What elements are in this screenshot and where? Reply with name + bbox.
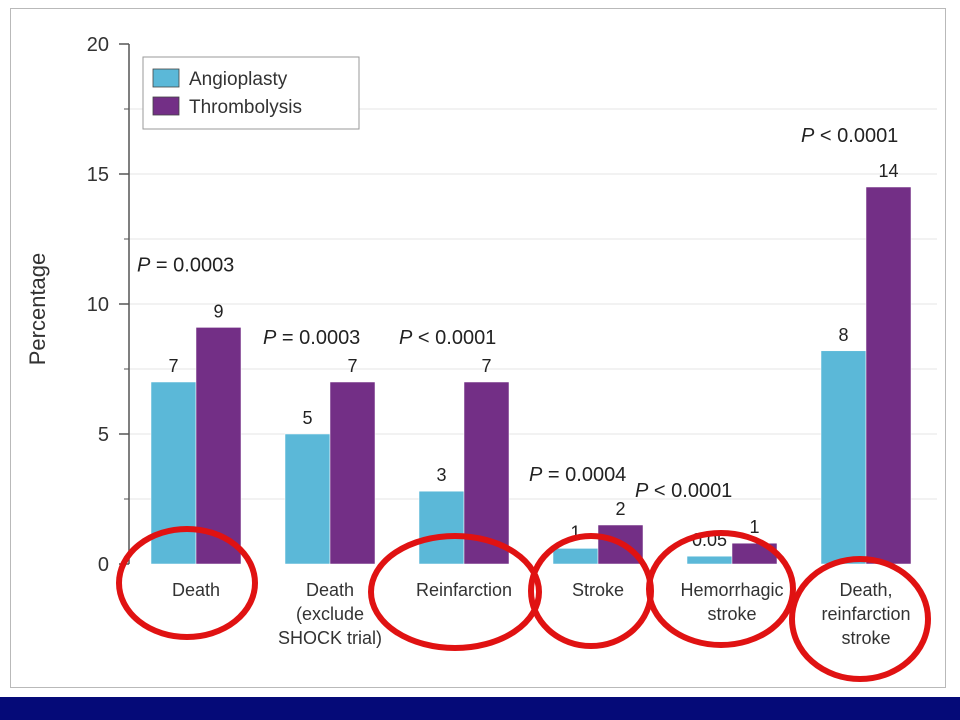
legend-label-thrombolysis: Thrombolysis <box>189 97 302 118</box>
category-label: Hemorrhagic <box>680 580 783 600</box>
y-tick-label: 20 <box>87 34 109 56</box>
legend: Angioplasty Thrombolysis <box>142 56 360 130</box>
highlight-circle <box>116 526 258 640</box>
data-labels: 7 9 P = 0.0003 5 7 P = 0.0003 3 7 P < 0.0001 1 2 P … <box>137 125 899 550</box>
category-label: (exclude <box>296 604 364 624</box>
category-label: Reinfarction <box>416 580 512 600</box>
bar-value-label: 9 <box>213 301 223 321</box>
bar-angioplasty-1 <box>284 433 331 565</box>
highlight-circle <box>646 530 796 648</box>
p-value-label: P < 0.0001 <box>399 327 496 349</box>
y-axis-label: Percentage <box>25 253 50 366</box>
bar-value-label: 7 <box>347 356 357 376</box>
category-label: Stroke <box>572 580 624 600</box>
category-label: Death <box>172 580 220 600</box>
bars <box>150 186 912 565</box>
category-label: reinfarction <box>821 604 910 624</box>
category-label: stroke <box>841 628 890 648</box>
bar-thrombolysis-1 <box>329 381 376 565</box>
bar-value-label: 1 <box>570 522 580 542</box>
highlight-circle <box>368 533 542 651</box>
bottom-bar <box>0 697 960 720</box>
p-value-label: P = 0.0003 <box>263 327 360 349</box>
bar-angioplasty-4 <box>686 555 733 565</box>
category-label: Death <box>306 580 354 600</box>
bar-value-label: 7 <box>168 356 178 376</box>
y-axis: 0 5 10 15 20 Percentage <box>25 34 130 576</box>
category-label: SHOCK trial) <box>278 628 382 648</box>
bar-angioplasty-5 <box>820 350 867 565</box>
y-tick-label: 15 <box>87 164 109 186</box>
legend-box <box>142 56 360 130</box>
bar-thrombolysis-2 <box>463 381 510 565</box>
bar-angioplasty-2 <box>418 490 465 565</box>
bar-value-label: 7 <box>481 356 491 376</box>
highlight-circle <box>789 556 931 682</box>
legend-label-angioplasty: Angioplasty <box>189 69 288 90</box>
slide-frame: 0 5 10 15 20 Percentage 7 9 P = 0.0003 5 7 P = 0.0… <box>10 8 946 688</box>
highlight-circles <box>116 526 931 682</box>
gridlines <box>129 108 937 500</box>
p-value-label: P = 0.0003 <box>137 254 234 276</box>
p-value-label: P = 0.0004 <box>529 464 626 486</box>
bar-value-label: 2 <box>615 499 625 519</box>
y-tick-label: 10 <box>87 294 109 316</box>
legend-swatch-thrombolysis <box>152 96 180 116</box>
bar-value-label: 14 <box>878 161 898 181</box>
bar-thrombolysis-5 <box>865 186 912 565</box>
category-label: stroke <box>707 604 756 624</box>
category-label: Death, <box>839 580 892 600</box>
category-labels: Death Death (exclude SHOCK trial) Reinfarcti… <box>172 580 911 648</box>
bar-value-label: 1 <box>749 517 759 537</box>
bar-value-label: 5 <box>302 408 312 428</box>
bar-angioplasty-3 <box>552 548 599 565</box>
legend-swatch-angioplasty <box>152 68 180 88</box>
bar-thrombolysis-0 <box>195 327 242 565</box>
y-tick-label: 5 <box>98 424 109 446</box>
bar-value-label: 8 <box>838 325 848 345</box>
y-tick-label: 0 <box>98 554 109 576</box>
p-value-label: P < 0.0001 <box>801 125 898 147</box>
bar-value-label: 3 <box>436 465 446 485</box>
p-value-label: P < 0.0001 <box>635 480 732 502</box>
bar-chart: 0 5 10 15 20 Percentage 7 9 P = 0.0003 5 7 P = 0.0… <box>25 34 937 682</box>
